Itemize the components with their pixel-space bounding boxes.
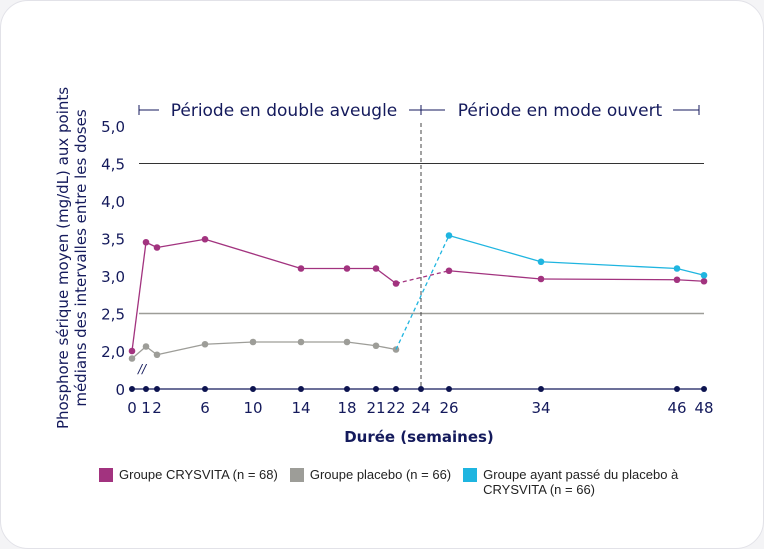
x-tick-label: 2 bbox=[152, 399, 162, 417]
series-segment-1 bbox=[375, 345, 397, 351]
series-segment-1 bbox=[204, 341, 254, 345]
x-tick-dot bbox=[250, 386, 256, 392]
y-tick-label: 5,0 bbox=[101, 118, 125, 136]
x-axis-label: Durée (semaines) bbox=[344, 428, 494, 446]
data-point-0 bbox=[153, 244, 161, 251]
x-tick-dot bbox=[154, 386, 160, 392]
x-tick-dot bbox=[373, 386, 379, 392]
legend-item-placebo: Groupe placebo (n = 66) bbox=[289, 467, 451, 497]
data-point-0 bbox=[392, 280, 400, 287]
series-segment-0 bbox=[375, 267, 397, 285]
y-tick-label: 3,0 bbox=[101, 268, 125, 286]
x-tick-dot bbox=[418, 386, 424, 392]
x-tick-label: 10 bbox=[243, 399, 262, 417]
legend: Groupe CRYSVITA (n = 68) Groupe placebo … bbox=[99, 467, 693, 497]
x-tick-label: 18 bbox=[337, 399, 356, 417]
axis-break-mark: // bbox=[137, 362, 148, 376]
series-segment-0 bbox=[540, 278, 678, 281]
y-axis-label-line2: médians des intervalles entre les doses bbox=[72, 109, 90, 406]
data-point-1 bbox=[249, 338, 257, 346]
series-segment-2 bbox=[676, 267, 705, 276]
data-point-0 bbox=[445, 267, 453, 275]
x-tick-label: 21 bbox=[366, 399, 385, 417]
x-tick-dot bbox=[344, 386, 350, 392]
data-point-2 bbox=[445, 232, 453, 239]
line-chart: 02,02,53,03,54,04,55,00 1 2 6 10 14 18 21 22 24 26… bbox=[54, 87, 714, 446]
x-tick-dot bbox=[143, 386, 149, 392]
x-tick-label: 34 bbox=[531, 399, 550, 417]
series-segment-2 bbox=[395, 235, 450, 350]
data-point-2 bbox=[673, 265, 681, 272]
y-tick-label: 2,0 bbox=[101, 343, 125, 361]
data-point-0 bbox=[201, 235, 209, 243]
series-segment-0 bbox=[156, 238, 206, 249]
y-axis-label-line1: Phosphore sérique moyen (mg/dL) aux poin… bbox=[54, 87, 72, 429]
y-axis-label: Phosphore sérique moyen (mg/dL) aux poin… bbox=[54, 87, 90, 429]
x-tick-label: 26 bbox=[439, 399, 458, 417]
x-tick-label: 24 bbox=[411, 399, 430, 417]
series-segment-0 bbox=[395, 270, 450, 285]
data-point-1 bbox=[128, 355, 136, 362]
legend-swatch bbox=[99, 468, 113, 482]
data-point-1 bbox=[201, 340, 209, 348]
y-tick-label: 2,5 bbox=[101, 306, 125, 324]
x-tick-label: 48 bbox=[694, 399, 713, 417]
period-label-double-blind: Période en double aveugle bbox=[171, 101, 398, 121]
data-point-0 bbox=[297, 265, 305, 272]
x-tick-dot bbox=[298, 386, 304, 392]
data-point-0 bbox=[128, 347, 136, 355]
y-tick-label: 3,5 bbox=[101, 231, 125, 249]
data-point-1 bbox=[142, 343, 150, 350]
y-tick-label: 4,5 bbox=[101, 156, 125, 174]
legend-swatch bbox=[463, 468, 478, 482]
series-segment-2 bbox=[448, 234, 542, 263]
data-point-1 bbox=[297, 338, 305, 346]
data-point-2 bbox=[700, 271, 708, 279]
legend-item-switch: Groupe ayant passé du placebo à CRYSVITA… bbox=[463, 467, 693, 497]
x-tick-label: 1 bbox=[141, 399, 151, 417]
series-segment-0 bbox=[676, 279, 705, 282]
x-tick-label: 46 bbox=[667, 399, 686, 417]
series-segment-2 bbox=[540, 261, 678, 270]
x-tick-dot bbox=[538, 386, 544, 392]
x-tick-dot bbox=[129, 386, 135, 392]
legend-swatch bbox=[289, 468, 304, 482]
series-segment-1 bbox=[156, 343, 206, 356]
series-segment-1 bbox=[346, 341, 377, 347]
series-segment-0 bbox=[204, 238, 302, 270]
data-point-0 bbox=[343, 265, 351, 272]
x-tick-label: 22 bbox=[386, 399, 405, 417]
x-tick-dot bbox=[202, 386, 208, 392]
x-tick-dot bbox=[701, 386, 707, 392]
x-tick-label: 0 bbox=[127, 399, 137, 417]
data-point-1 bbox=[343, 338, 351, 346]
x-tick-dot bbox=[674, 386, 680, 392]
data-point-0 bbox=[673, 276, 681, 284]
data-point-0 bbox=[700, 277, 708, 285]
data-point-0 bbox=[372, 265, 380, 272]
data-point-1 bbox=[372, 342, 380, 350]
x-tick-dot bbox=[446, 386, 452, 392]
y-tick-label: 4,0 bbox=[101, 193, 125, 211]
period-label-open-label: Période en mode ouvert bbox=[458, 101, 663, 121]
x-tick-label: 14 bbox=[291, 399, 310, 417]
data-point-0 bbox=[537, 275, 545, 283]
data-point-0 bbox=[142, 238, 150, 246]
x-tick-label: 6 bbox=[200, 399, 210, 417]
series-segment-0 bbox=[131, 242, 147, 352]
data-point-1 bbox=[153, 351, 161, 359]
legend-item-crysvita: Groupe CRYSVITA (n = 68) bbox=[99, 467, 278, 497]
data-point-2 bbox=[537, 258, 545, 266]
y-tick-label: 0 bbox=[115, 381, 125, 399]
series-segment-0 bbox=[448, 270, 542, 280]
x-tick-dot bbox=[393, 386, 399, 392]
